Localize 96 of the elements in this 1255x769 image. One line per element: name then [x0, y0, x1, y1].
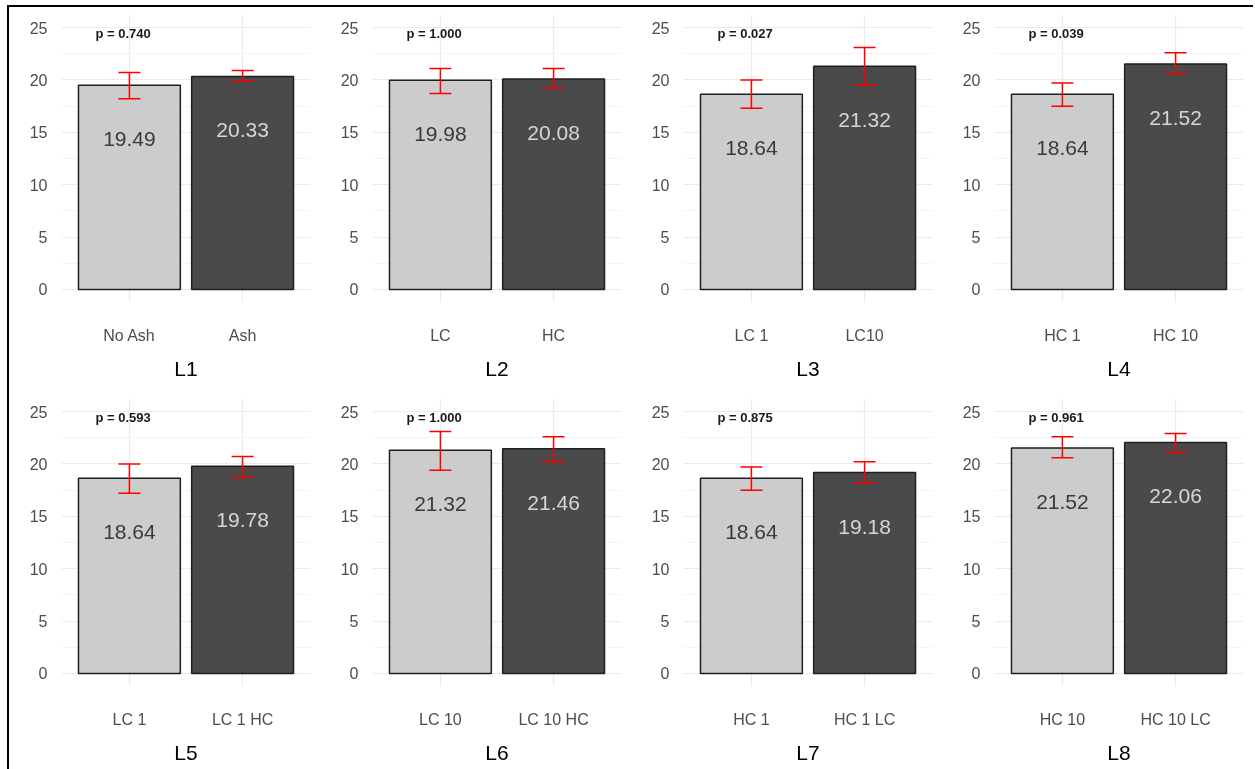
x-axis-title: L8: [1107, 740, 1131, 764]
y-tick-label: 15: [651, 124, 670, 142]
data-label: 18.64: [725, 520, 779, 544]
y-tick-label: 25: [962, 19, 981, 37]
annotation: p = 0.593: [95, 409, 151, 425]
x-tick-label: Ash: [228, 326, 257, 344]
x-tick-label: HC: [542, 326, 566, 344]
data-label: 19.49: [103, 127, 156, 151]
y-tick-label: 0: [38, 281, 48, 299]
y-tick-label: 25: [651, 19, 670, 37]
x-tick-label: LC 10 HC: [518, 710, 589, 728]
x-tick-label: LC10: [845, 326, 884, 344]
y-tick-label: 15: [340, 124, 359, 142]
x-tick-label: LC 10: [419, 710, 462, 728]
y-tick-label: 0: [349, 665, 359, 683]
annotation: p = 1.000: [406, 25, 462, 41]
y-tick-label: 20: [651, 455, 670, 473]
y-tick-label: 0: [971, 665, 981, 683]
x-tick-label: No Ash: [103, 326, 155, 344]
annotation: p = 0.740: [95, 25, 151, 41]
y-tick-label: 10: [962, 176, 981, 194]
y-tick-label: 25: [29, 19, 48, 37]
data-label: 20.08: [527, 121, 580, 145]
y-tick-label: 20: [962, 71, 981, 89]
y-tick-label: 20: [340, 71, 359, 89]
y-tick-label: 10: [651, 176, 670, 194]
annotation: p = 0.875: [717, 409, 773, 425]
annotation: p = 0.039: [1028, 25, 1084, 41]
annotation: p = 0.027: [717, 25, 773, 41]
x-tick-label: LC 1: [734, 326, 769, 344]
x-axis-title: L5: [174, 740, 198, 764]
data-label: 21.32: [414, 492, 467, 516]
x-axis-title: L7: [796, 740, 820, 764]
data-label: 19.98: [414, 122, 467, 146]
y-tick-label: 15: [29, 508, 48, 526]
y-tick-label: 5: [349, 229, 359, 247]
x-axis-title: L2: [485, 356, 509, 380]
y-tick-label: 5: [660, 613, 670, 631]
x-axis-title: L4: [1107, 356, 1131, 380]
data-label: 21.52: [1036, 490, 1089, 514]
x-tick-label: HC 10: [1152, 326, 1199, 344]
y-tick-label: 15: [962, 124, 981, 142]
x-tick-label: LC 1: [112, 710, 147, 728]
y-tick-label: 5: [38, 613, 48, 631]
data-label: 21.52: [1149, 106, 1202, 130]
y-tick-label: 5: [349, 613, 359, 631]
y-tick-label: 10: [340, 176, 359, 194]
x-tick-label: HC 1: [733, 710, 770, 728]
y-tick-label: 10: [651, 560, 670, 578]
x-tick-label: HC 1: [1044, 326, 1081, 344]
y-tick-label: 20: [962, 455, 981, 473]
y-tick-label: 20: [651, 71, 670, 89]
y-tick-label: 25: [29, 403, 48, 421]
y-tick-label: 0: [971, 281, 981, 299]
y-tick-label: 10: [962, 560, 981, 578]
y-tick-label: 5: [660, 229, 670, 247]
y-tick-label: 5: [38, 229, 48, 247]
y-tick-label: 0: [38, 665, 48, 683]
y-tick-label: 15: [651, 508, 670, 526]
y-tick-label: 20: [29, 455, 48, 473]
y-tick-label: 25: [340, 403, 359, 421]
y-tick-label: 25: [962, 403, 981, 421]
y-tick-label: 5: [971, 613, 981, 631]
y-tick-label: 25: [651, 403, 670, 421]
data-label: 22.06: [1149, 484, 1202, 508]
x-tick-label: HC 10: [1039, 710, 1086, 728]
y-tick-label: 25: [340, 19, 359, 37]
x-tick-label: LC: [430, 326, 451, 344]
y-tick-label: 15: [340, 508, 359, 526]
x-tick-label: LC 1 HC: [211, 710, 274, 728]
data-label: 18.64: [725, 136, 779, 160]
y-tick-label: 10: [29, 176, 48, 194]
data-label: 18.64: [103, 520, 157, 544]
y-tick-label: 20: [340, 455, 359, 473]
y-tick-label: 0: [660, 281, 670, 299]
data-label: 18.64: [1036, 136, 1090, 160]
data-label: 21.32: [838, 108, 891, 132]
x-tick-label: HC 1 LC: [833, 710, 896, 728]
data-label: 20.33: [216, 118, 269, 142]
x-axis-title: L6: [485, 740, 509, 764]
x-tick-label: HC 10 LC: [1140, 710, 1211, 728]
data-label: 21.46: [527, 490, 580, 514]
data-label: 19.78: [216, 508, 269, 532]
x-axis-title: L1: [174, 356, 198, 380]
y-tick-label: 5: [971, 229, 981, 247]
data-label: 19.18: [838, 514, 891, 538]
x-axis-title: L3: [796, 356, 820, 380]
annotation: p = 0.961: [1028, 409, 1084, 425]
annotation: p = 1.000: [406, 409, 462, 425]
y-tick-label: 10: [340, 560, 359, 578]
y-tick-label: 10: [29, 560, 48, 578]
y-tick-label: 0: [349, 281, 359, 299]
y-tick-label: 0: [660, 665, 670, 683]
y-tick-label: 15: [29, 124, 48, 142]
y-tick-label: 20: [29, 71, 48, 89]
y-tick-label: 15: [962, 508, 981, 526]
